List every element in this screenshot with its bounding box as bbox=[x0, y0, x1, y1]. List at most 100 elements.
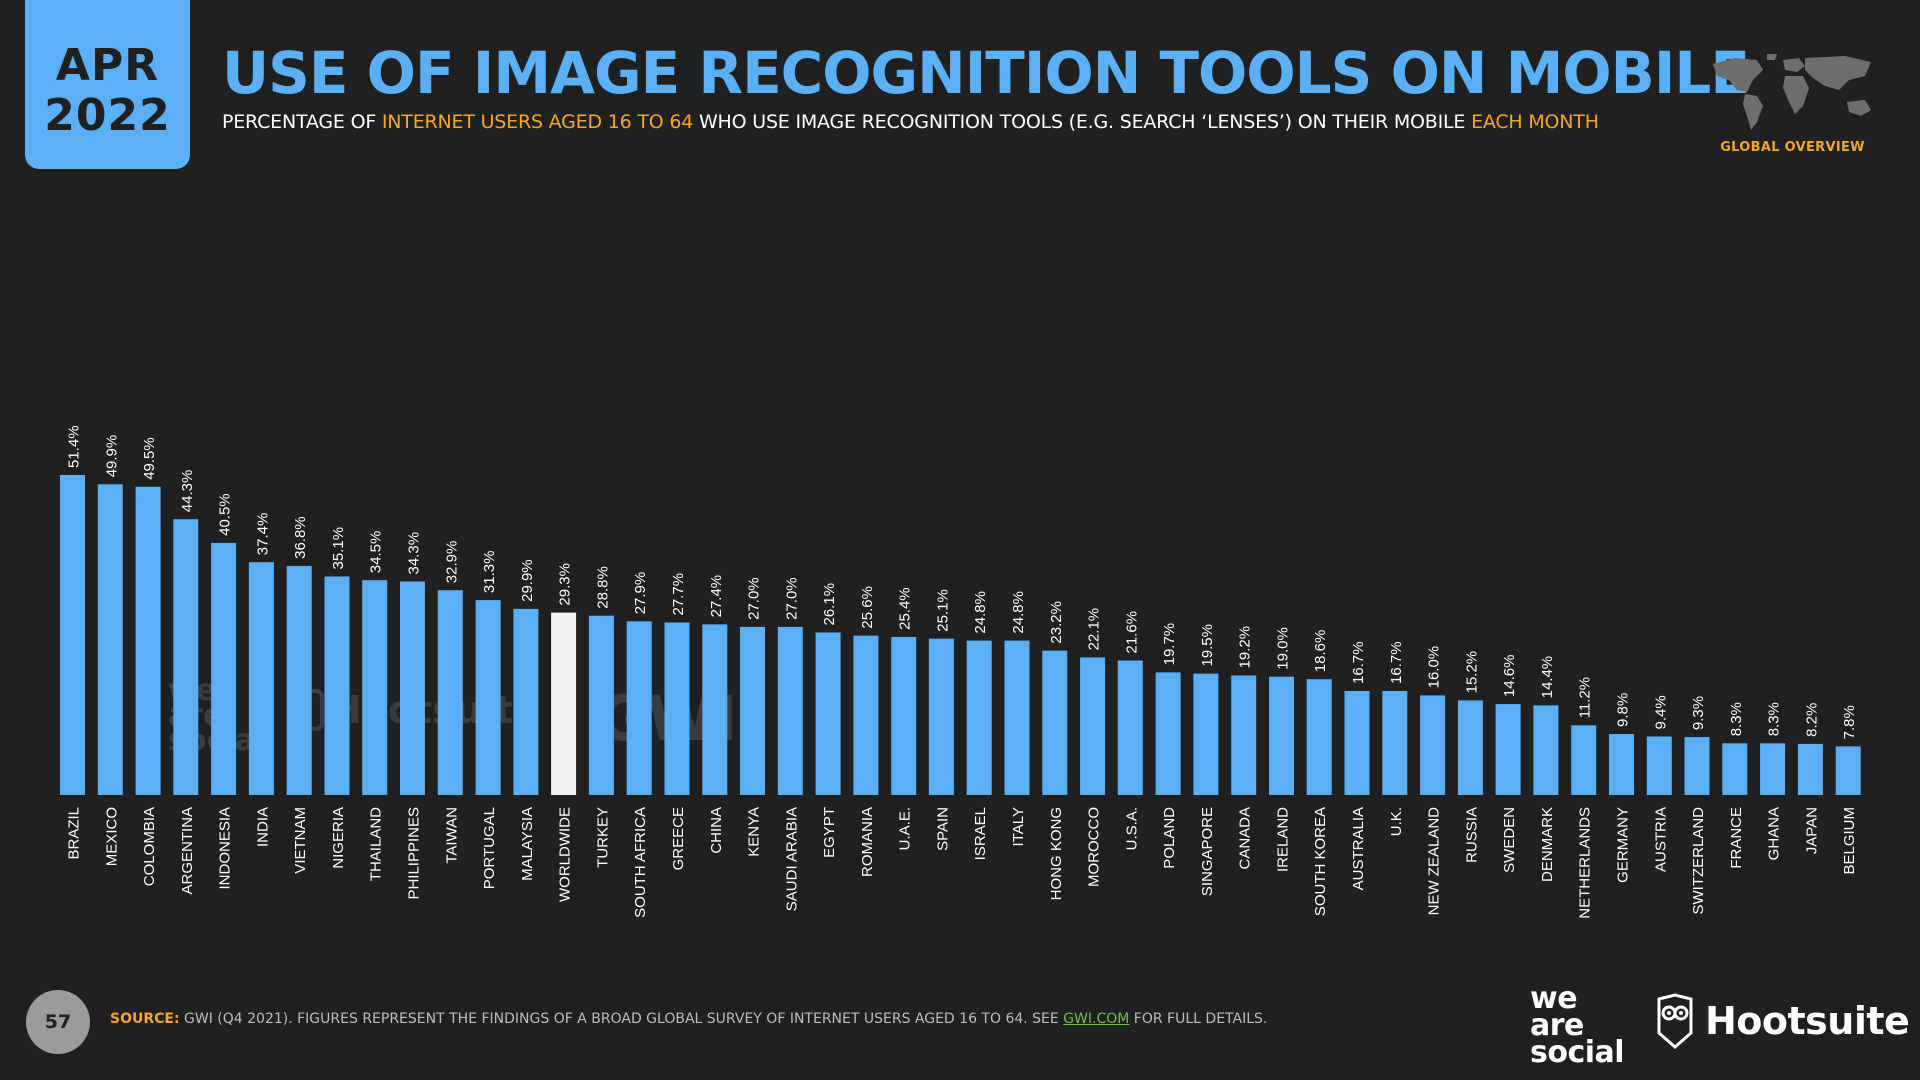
category-label: CHINA bbox=[708, 807, 725, 854]
we-are-social-logo: we are social bbox=[1530, 981, 1625, 1070]
bar bbox=[248, 562, 274, 795]
value-label: 36.8% bbox=[292, 516, 309, 559]
bar bbox=[1269, 676, 1294, 795]
logo-line: are bbox=[1530, 1008, 1584, 1043]
bar bbox=[1457, 700, 1483, 795]
value-label: 9.4% bbox=[1652, 695, 1669, 729]
category-label: BRAZIL bbox=[66, 807, 83, 860]
category-label: JAPAN bbox=[1803, 807, 1820, 854]
bar bbox=[362, 580, 388, 795]
value-label: 29.3% bbox=[557, 563, 574, 606]
value-label: 14.6% bbox=[1501, 655, 1518, 698]
value-label: 25.4% bbox=[897, 587, 914, 630]
bar bbox=[928, 638, 954, 795]
bar bbox=[135, 486, 161, 795]
subtitle-highlight: INTERNET USERS AGED 16 TO 64 bbox=[381, 111, 694, 133]
category-label: AUSTRIA bbox=[1652, 807, 1669, 872]
bar bbox=[740, 626, 765, 795]
value-label: 7.8% bbox=[1841, 705, 1858, 739]
value-label: 11.2% bbox=[1577, 677, 1594, 718]
category-label: THAILAND bbox=[368, 807, 385, 881]
bar bbox=[324, 576, 350, 795]
category-label: MEXICO bbox=[103, 807, 120, 866]
value-label: 16.7% bbox=[1388, 641, 1405, 684]
category-label: PHILIPPINES bbox=[406, 807, 423, 900]
bar bbox=[475, 600, 501, 795]
value-label: 37.4% bbox=[254, 513, 271, 556]
category-label: SAUDI ARABIA bbox=[783, 807, 800, 911]
category-label: GHANA bbox=[1766, 807, 1783, 860]
bar bbox=[513, 608, 539, 795]
bar bbox=[60, 475, 85, 795]
bar bbox=[437, 590, 463, 795]
category-label: COLOMBIA bbox=[141, 807, 158, 886]
value-label: 29.9% bbox=[519, 559, 536, 602]
category-label: RUSSIA bbox=[1463, 807, 1480, 863]
category-label: U.S.A. bbox=[1123, 807, 1140, 850]
bar bbox=[1231, 675, 1257, 795]
bar bbox=[626, 621, 652, 795]
source-note: SOURCE: GWI (Q4 2021). FIGURES REPRESENT… bbox=[110, 1011, 1267, 1027]
value-label: 14.4% bbox=[1539, 656, 1556, 699]
value-label: 32.9% bbox=[443, 541, 460, 584]
bar bbox=[173, 519, 199, 795]
source-link[interactable]: GWI.COM bbox=[1063, 1011, 1130, 1027]
page-number: 57 bbox=[26, 990, 90, 1054]
bar bbox=[1760, 743, 1786, 795]
category-label: WORLDWIDE bbox=[557, 807, 574, 902]
bar bbox=[1646, 736, 1672, 795]
category-label: ITALY bbox=[1010, 807, 1027, 846]
category-label: SWEDEN bbox=[1501, 807, 1518, 873]
category-label: U.A.E. bbox=[897, 807, 914, 850]
bar bbox=[1533, 705, 1559, 795]
category-label: BELGIUM bbox=[1841, 807, 1858, 875]
value-label: 28.8% bbox=[594, 566, 611, 609]
value-label: 19.7% bbox=[1161, 623, 1178, 666]
value-label: 19.5% bbox=[1199, 624, 1216, 667]
category-label: TURKEY bbox=[594, 807, 611, 868]
subtitle-part: PERCENTAGE OF bbox=[222, 111, 382, 133]
category-label: SOUTH AFRICA bbox=[632, 807, 649, 918]
category-label: ISRAEL bbox=[972, 807, 989, 860]
bar bbox=[1609, 734, 1634, 795]
category-label: DENMARK bbox=[1539, 807, 1556, 882]
bar-chart: 51.4% BRAZIL 49.9% MEXICO 49.5% COLOMBIA 44.3%… bbox=[60, 425, 1861, 919]
bar bbox=[702, 624, 728, 795]
category-label: SINGAPORE bbox=[1199, 807, 1216, 896]
category-label: IRELAND bbox=[1275, 807, 1292, 872]
value-label: 21.6% bbox=[1123, 611, 1140, 654]
owl-icon bbox=[1657, 993, 1693, 1049]
section-label: GLOBAL OVERVIEW bbox=[1720, 140, 1865, 155]
logo-line: we bbox=[1530, 981, 1578, 1016]
value-label: 24.8% bbox=[972, 591, 989, 634]
bar bbox=[97, 484, 123, 795]
value-label: 26.1% bbox=[821, 583, 838, 626]
world-map-icon bbox=[1705, 50, 1880, 135]
bar bbox=[1722, 743, 1748, 795]
bar bbox=[1344, 691, 1370, 795]
category-label: NEW ZEALAND bbox=[1426, 807, 1443, 916]
value-label: 18.6% bbox=[1312, 630, 1329, 673]
date-badge: APR 2022 bbox=[25, 0, 190, 169]
hootsuite-wordmark: Hootsuite bbox=[1705, 999, 1910, 1043]
value-label: 19.0% bbox=[1275, 627, 1292, 670]
category-label: HONG KONG bbox=[1048, 807, 1065, 900]
value-label: 34.3% bbox=[406, 532, 423, 575]
source-text: GWI (Q4 2021). FIGURES REPRESENT THE FIN… bbox=[179, 1011, 1064, 1027]
value-label: 27.0% bbox=[746, 577, 763, 620]
category-label: INDONESIA bbox=[217, 807, 234, 890]
value-label: 40.5% bbox=[217, 493, 234, 536]
bar bbox=[1495, 704, 1521, 795]
bar bbox=[1684, 737, 1710, 795]
category-label: INDIA bbox=[254, 807, 271, 847]
logo-line: social bbox=[1530, 1035, 1625, 1070]
category-label: TAIWAN bbox=[443, 807, 460, 864]
value-label: 27.7% bbox=[670, 573, 687, 616]
value-label: 9.3% bbox=[1690, 696, 1707, 730]
bar bbox=[1117, 660, 1143, 795]
value-label: 27.4% bbox=[708, 575, 725, 618]
bar bbox=[815, 632, 841, 795]
bar bbox=[966, 640, 992, 795]
bar bbox=[1080, 657, 1106, 795]
value-label: 31.3% bbox=[481, 551, 498, 594]
